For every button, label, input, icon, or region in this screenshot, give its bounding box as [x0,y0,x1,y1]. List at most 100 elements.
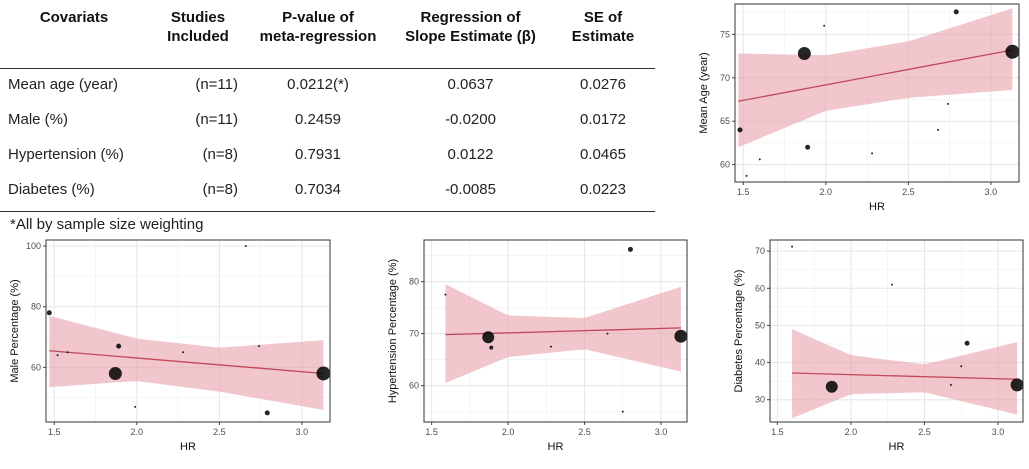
x-axis-label: HR [180,441,196,453]
data-point [949,383,952,386]
x-tick-label: 1.5 [48,427,61,437]
data-point [1010,378,1024,392]
plot-background [735,4,1019,182]
x-tick-label: 1.5 [737,187,750,197]
x-tick-label: 3.0 [655,427,668,437]
chart-2: 1.5 2.0 2.5 3.0 60 70 80 HR Hypertension Percent… [387,239,688,453]
y-tick-label: 70 [755,246,765,256]
data-point [316,366,331,381]
row-studies: (n=11) [195,76,238,93]
data-point [108,366,122,380]
plot-background [424,240,687,422]
table-row: Mean age (year) (n=11) 0.0212(*) 0.0637 … [0,76,655,98]
x-tick-label: 3.0 [985,187,998,197]
row-studies: (n=8) [202,146,238,163]
data-point [960,365,963,368]
row-label: Mean age (year) [8,76,119,93]
x-tick-label: 2.0 [845,427,858,437]
table-row: Hypertension (%) (n=8) 0.7931 0.0122 0.0… [0,146,655,168]
y-axis-label: Mean Age (year) [698,52,710,133]
header-p-value: P-value of meta-regression [259,9,377,45]
y-tick-label: 80 [31,302,41,312]
x-tick-label: 2.0 [131,427,144,437]
row-slope: -0.0200 [445,111,496,128]
y-tick-label: 60 [755,283,765,293]
y-tick-label: 65 [720,116,730,126]
data-point [134,405,137,408]
header-covariates: Covariats [39,9,109,26]
data-point [116,343,122,349]
data-point [621,410,624,413]
data-point [482,331,495,344]
data-point [791,245,794,248]
data-point [244,245,247,248]
row-label: Hypertension (%) [8,146,124,163]
y-tick-label: 100 [26,241,41,251]
data-point [947,102,949,105]
table-row: Male (%) (n=11) 0.2459 -0.0200 0.0172 [0,111,655,133]
plot-border [769,239,1024,423]
table-header-row: Covariats Studies Included P-value of meta… [0,8,655,52]
row-slope: -0.0085 [445,181,496,198]
data-point [56,354,59,357]
y-tick-label: 60 [409,381,419,391]
y-axis-label: Diabetes Percentage (%) [733,270,745,393]
plot-border [45,239,331,423]
header-slope: Regression of Slope Estimate (β) [405,9,536,45]
x-tick-label: 2.0 [820,187,833,197]
plot-background [770,240,1023,422]
regression-line [738,49,1013,102]
plot-background [46,240,330,422]
data-point [825,380,838,393]
regression-line [792,372,1018,380]
y-tick-label: 40 [755,358,765,368]
data-point [444,293,447,296]
data-point [549,345,552,348]
y-axis-label: Hypertension Percentage (%) [387,259,399,403]
row-se: 0.0223 [580,181,626,198]
table-footnote: *All by sample size weighting [10,216,204,233]
data-point [46,310,52,316]
chart-3: 1.5 2.0 2.5 3.0 30 40 50 60 70 HR Diabetes Percent… [733,239,1024,453]
x-tick-label: 2.5 [578,427,591,437]
data-point [823,24,826,27]
table-bottom-divider [0,211,655,212]
chart-0: 1.5 2.0 2.5 3.0 60 65 70 75 HR Mean Age (year) [698,3,1020,213]
row-se: 0.0465 [580,146,626,163]
data-point [66,351,69,354]
row-studies: (n=8) [202,181,238,198]
data-point [1005,44,1020,59]
data-point [264,410,270,416]
x-tick-label: 2.5 [213,427,226,437]
x-axis-label: HR [889,441,905,453]
data-point [891,283,894,286]
row-slope: 0.0637 [447,76,494,93]
x-tick-label: 2.0 [502,427,515,437]
confidence-band [792,329,1018,419]
header-se: SE of Estimate [571,9,635,45]
row-p-value: 0.7931 [295,146,341,163]
data-point [489,345,494,350]
x-tick-label: 2.5 [902,187,915,197]
plot-border [423,239,688,423]
x-tick-label: 3.0 [992,427,1005,437]
data-point [953,9,959,15]
data-point [258,345,260,348]
data-point [674,329,688,343]
row-p-value: 0.7034 [295,181,341,198]
y-tick-label: 60 [720,160,730,170]
y-tick-label: 50 [755,320,765,330]
confidence-band [738,8,1013,148]
data-point [758,158,761,161]
table-row: Diabetes (%) (n=8) 0.7034 -0.0085 0.0223 [0,181,655,203]
y-tick-label: 70 [720,73,730,83]
regression-line [445,327,681,336]
plot-border [734,3,1020,183]
x-tick-label: 1.5 [771,427,784,437]
x-tick-label: 3.0 [296,427,309,437]
x-tick-label: 1.5 [425,427,438,437]
data-point [937,128,940,131]
row-label: Diabetes (%) [8,181,95,198]
data-point [627,246,633,252]
